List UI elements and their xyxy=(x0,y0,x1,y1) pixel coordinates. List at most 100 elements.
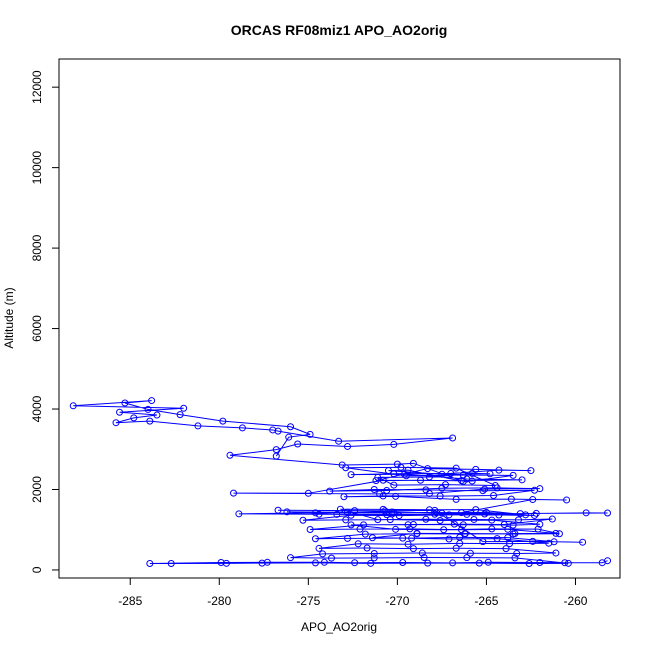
x-tick-label: -275 xyxy=(296,594,320,608)
data-point xyxy=(457,509,465,517)
data-point xyxy=(167,560,175,568)
data-point xyxy=(235,510,243,518)
data-point xyxy=(461,530,469,538)
data-point xyxy=(449,434,457,442)
data-point xyxy=(502,545,510,553)
data-point xyxy=(326,487,334,495)
y-tick-label: 4000 xyxy=(30,395,44,422)
data-point xyxy=(336,505,344,513)
data-point xyxy=(472,506,480,514)
data-point xyxy=(222,559,230,567)
data-point xyxy=(450,520,458,528)
data-point xyxy=(409,545,417,553)
data-point xyxy=(401,470,409,478)
series-line xyxy=(73,400,608,565)
y-axis: 0 2000 4000 6000 8000 10000 12000 xyxy=(30,70,60,573)
data-point xyxy=(361,530,369,538)
y-tick-label: 8000 xyxy=(30,234,44,261)
data-point xyxy=(311,535,319,543)
data-point xyxy=(504,525,512,533)
data-point xyxy=(392,492,400,500)
data-point xyxy=(287,554,295,562)
data-point xyxy=(436,516,444,524)
series-layer xyxy=(69,397,612,568)
data-point xyxy=(525,560,533,568)
data-point xyxy=(563,496,571,504)
data-point xyxy=(548,515,556,523)
data-point xyxy=(340,493,348,501)
data-point xyxy=(399,559,407,567)
data-point xyxy=(383,511,391,519)
data-point xyxy=(561,559,569,567)
data-point xyxy=(534,525,542,533)
x-tick-label: -280 xyxy=(207,594,231,608)
data-point xyxy=(536,520,544,528)
data-point xyxy=(230,489,238,497)
data-point xyxy=(500,520,508,528)
data-point xyxy=(374,516,382,524)
data-point xyxy=(116,408,124,416)
data-point xyxy=(445,511,453,519)
data-point xyxy=(69,402,77,410)
data-point xyxy=(368,534,376,542)
data-point xyxy=(482,508,490,516)
data-point xyxy=(422,486,430,494)
data-point xyxy=(395,512,403,520)
data-point xyxy=(176,411,184,419)
data-point xyxy=(452,495,460,503)
data-point xyxy=(438,509,446,517)
data-point xyxy=(347,521,355,529)
data-point xyxy=(486,470,494,478)
chart-title: ORCAS RF08miz1 APO_AO2orig xyxy=(231,22,448,38)
data-point xyxy=(409,459,417,467)
data-point xyxy=(422,515,430,523)
data-point xyxy=(459,521,467,529)
data-point xyxy=(440,526,448,534)
data-point xyxy=(287,423,295,431)
data-point xyxy=(320,558,328,566)
data-point xyxy=(468,477,476,485)
x-axis: -285 -280 -275 -270 -265 -260 xyxy=(118,577,588,608)
data-point xyxy=(509,521,517,529)
data-point xyxy=(238,424,246,432)
data-point xyxy=(436,492,444,500)
data-point xyxy=(381,507,389,515)
data-point xyxy=(319,550,327,558)
data-point xyxy=(311,509,319,517)
data-point xyxy=(495,466,503,474)
data-point xyxy=(550,538,558,546)
data-point xyxy=(479,487,487,495)
data-point xyxy=(447,469,455,477)
data-point xyxy=(518,476,526,484)
data-point xyxy=(384,467,392,475)
data-point xyxy=(219,417,227,425)
data-point xyxy=(604,509,612,517)
y-axis-label: Altitude (m) xyxy=(2,287,16,348)
data-point xyxy=(351,507,359,515)
data-point xyxy=(390,481,398,489)
data-point xyxy=(579,538,587,546)
data-point xyxy=(344,534,352,542)
data-point xyxy=(388,510,396,518)
data-point xyxy=(470,515,478,523)
data-point xyxy=(472,465,480,473)
y-tick-label: 2000 xyxy=(30,476,44,503)
data-point xyxy=(529,496,537,504)
data-point xyxy=(404,466,412,474)
data-point xyxy=(315,510,323,518)
data-point xyxy=(392,525,400,533)
data-point xyxy=(370,485,378,493)
data-point xyxy=(338,461,346,469)
data-point xyxy=(269,426,277,434)
data-point xyxy=(153,411,161,419)
data-point xyxy=(532,509,540,517)
data-point xyxy=(258,559,266,567)
data-point xyxy=(420,553,428,561)
data-point xyxy=(431,506,439,514)
data-point xyxy=(481,485,489,493)
y-tick-label: 0 xyxy=(30,566,44,573)
data-point xyxy=(315,544,323,552)
data-point xyxy=(452,464,460,472)
data-point xyxy=(506,540,514,548)
